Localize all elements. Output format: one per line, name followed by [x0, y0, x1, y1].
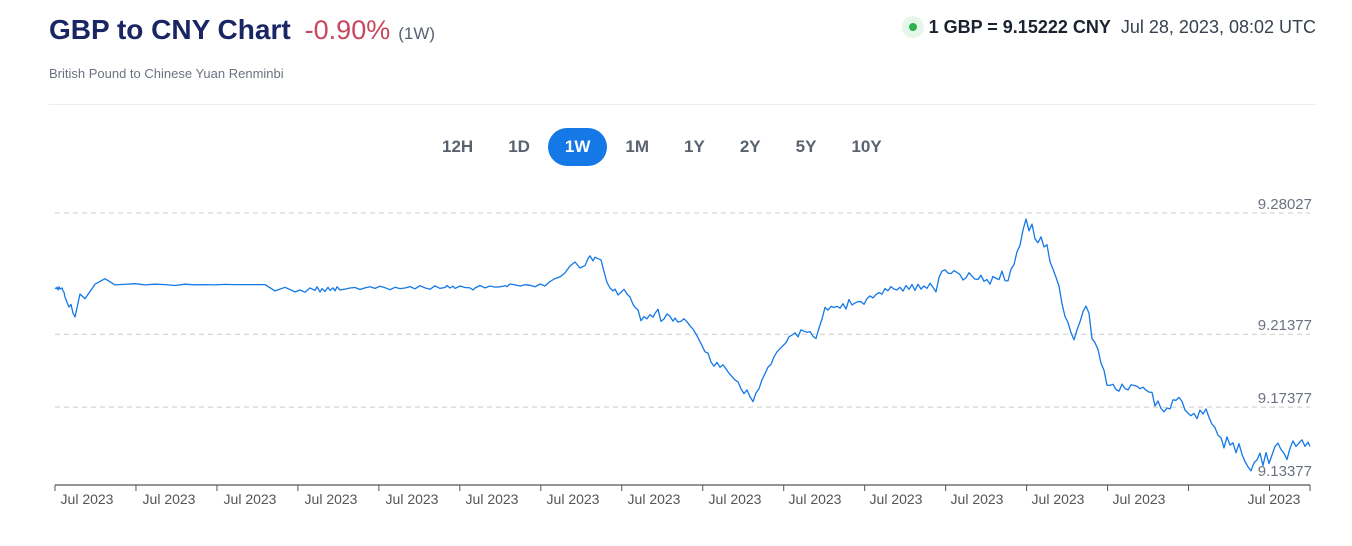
tab-5y[interactable]: 5Y — [795, 137, 817, 156]
x-tick-label: Jul 2023 — [143, 491, 196, 507]
tab-12h[interactable]: 12H — [442, 137, 474, 156]
x-tick-label: Jul 2023 — [305, 491, 358, 507]
rate-value: 1 GBP = 9.15222 CNY — [928, 16, 1111, 37]
tab-1d[interactable]: 1D — [508, 137, 530, 156]
x-tick-label: Jul 2023 — [224, 491, 277, 507]
tab-1w[interactable]: 1W — [547, 128, 608, 166]
y-tick-label: 9.13377 — [1258, 463, 1312, 480]
tab-1m[interactable]: 1M — [625, 137, 650, 156]
tab-1y[interactable]: 1Y — [684, 137, 705, 156]
page-title: GBP to CNY Chart — [49, 14, 291, 45]
x-tick-label: Jul 2023 — [709, 491, 762, 507]
change-percent: -0.90% — [304, 15, 391, 45]
range-tabs: 12H 1D 1W 1M 1Y 2Y 5Y 10Y — [425, 128, 900, 166]
y-tick-label: 9.17377 — [1258, 390, 1312, 407]
x-tick-label: Jul 2023 — [628, 491, 681, 507]
x-tick-label: Jul 2023 — [466, 491, 519, 507]
live-rate: 1 GBP = 9.15222 CNY Jul 28, 2023, 08:02 … — [901, 16, 1316, 38]
y-tick-label: 9.28027 — [1258, 196, 1312, 213]
series-line[interactable] — [54, 218, 1311, 472]
x-tick-label: Jul 2023 — [1113, 491, 1166, 507]
tab-2y[interactable]: 2Y — [739, 137, 761, 156]
header-divider — [49, 104, 1316, 105]
x-tick-label: Jul 2023 — [789, 491, 842, 507]
chart-header: GBP to CNY Chart -0.90% (1W) — [49, 14, 435, 46]
x-tick-label: Jul 2023 — [1248, 491, 1301, 507]
x-tick-label: Jul 2023 — [1032, 491, 1085, 507]
x-tick-label: Jul 2023 — [547, 491, 600, 507]
x-tick-label: Jul 2023 — [61, 491, 114, 507]
live-dot-icon — [901, 16, 924, 38]
rate-timestamp: Jul 28, 2023, 08:02 UTC — [1120, 16, 1316, 37]
change-period: (1W) — [398, 24, 436, 43]
x-tick-label: Jul 2023 — [386, 491, 439, 507]
x-tick-label: Jul 2023 — [870, 491, 923, 507]
y-tick-label: 9.21377 — [1258, 317, 1312, 334]
tab-10y[interactable]: 10Y — [851, 137, 882, 156]
page-subtitle: British Pound to Chinese Yuan Renminbi — [49, 66, 284, 81]
x-tick-label: Jul 2023 — [951, 491, 1004, 507]
